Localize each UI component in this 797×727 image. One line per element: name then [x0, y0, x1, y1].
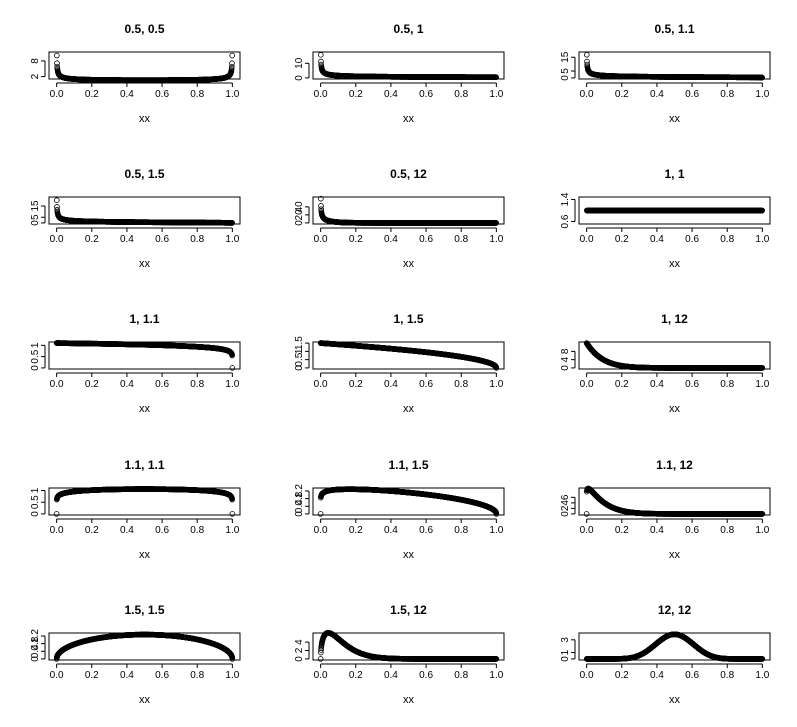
x-tick-label: 0.8: [720, 89, 734, 100]
data-points: [54, 197, 235, 226]
x-tick-label: 0.0: [580, 89, 594, 100]
x-axis-label: xx: [139, 258, 151, 270]
y-tick-label: 5: [30, 214, 41, 220]
y-axis: 28: [30, 58, 46, 79]
plot-frame: [48, 51, 241, 80]
data-point: [229, 52, 235, 59]
data-point: [318, 52, 324, 58]
x-tick-label: 0.2: [349, 89, 363, 100]
data-point: [54, 197, 60, 204]
x-tick-label: 1.0: [755, 89, 769, 100]
x-tick-label: 0.8: [190, 89, 204, 100]
x-tick-label: 0.8: [190, 234, 204, 245]
y-tick-label: 10: [294, 57, 305, 69]
x-tick-label: 0.4: [650, 89, 664, 100]
panel-title: 0.5, 1: [393, 22, 423, 36]
data-points: [318, 195, 499, 226]
y-tick-label: 5: [560, 68, 571, 74]
data-points: [54, 52, 235, 83]
x-tick-label: 1.0: [489, 89, 503, 100]
x-tick-label: 0.6: [419, 89, 433, 100]
panel-title: 0.5, 12: [390, 167, 427, 181]
x-tick-label: 1.0: [225, 234, 239, 245]
x-tick-label: 1.0: [225, 89, 239, 100]
data-point: [54, 52, 60, 59]
data-points: [584, 51, 765, 81]
x-tick-label: 0.4: [120, 234, 134, 245]
x-tick-label: 0.6: [155, 89, 169, 100]
panel-title: 0.5, 0.5: [124, 22, 164, 36]
panel-0p5-1: 0.5, 1 0.0 0.2 0.4 0.6 0.8 1.0 xx 0 10: [294, 22, 505, 125]
y-tick-label: 15: [560, 51, 571, 63]
y-tick-label: 15: [30, 200, 41, 212]
x-axis-label: xx: [669, 113, 681, 125]
x-tick-label: 0.6: [685, 89, 699, 100]
x-tick-label: 0.2: [85, 89, 99, 100]
y-tick-label: 2: [30, 73, 41, 79]
panel-0p5-1p1: 0.5, 1.1 0.0 0.2 0.4 0.6 0.8 1.0 xx 05 15: [560, 22, 771, 125]
data-point: [229, 60, 235, 67]
x-axis: 0.0 0.2 0.4 0.6 0.8 1.0: [314, 82, 504, 100]
y-tick-label: 8: [30, 58, 41, 64]
x-tick-label: 0.0: [50, 234, 64, 245]
y-tick-label: 0: [560, 75, 571, 81]
x-tick-label: 0.4: [120, 89, 134, 100]
y-tick-label: 0: [294, 75, 305, 81]
x-axis: 0.0 0.2 0.4 0.6 0.8 1.0: [50, 82, 240, 100]
x-axis: 0.0 0.2 0.4 0.6 0.8 1.0: [580, 82, 770, 100]
panel-title: 0.5, 1.5: [124, 167, 164, 181]
x-tick-label: 0.4: [384, 89, 398, 100]
x-tick-label: 0.0: [50, 89, 64, 100]
x-tick-label: 0.2: [85, 234, 99, 245]
y-axis: 05 15: [560, 51, 576, 81]
x-axis-label: xx: [403, 113, 415, 125]
y-axis: 0 10: [294, 57, 310, 81]
x-axis-label: xx: [139, 113, 151, 125]
x-tick-label: 0.0: [314, 89, 328, 100]
x-axis: 0.0 0.2 0.4 0.6 0.8 1.0: [50, 227, 240, 245]
x-tick-label: 0.6: [155, 234, 169, 245]
panel-title: 0.5, 1.1: [654, 22, 694, 36]
data-point: [54, 60, 60, 67]
x-tick-label: 0.8: [454, 89, 468, 100]
data-points: [318, 52, 499, 80]
data-point: [584, 51, 590, 58]
x-tick-label: 0.2: [615, 89, 629, 100]
